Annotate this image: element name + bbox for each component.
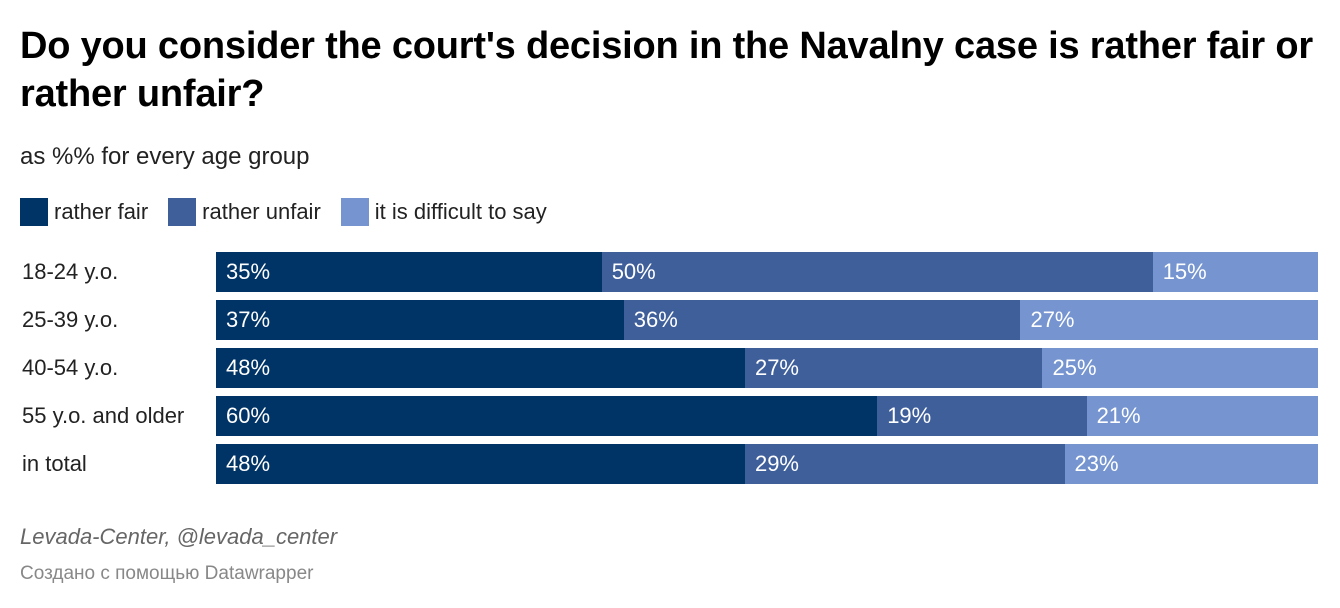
data-label: 37% [226,307,271,332]
data-label: 27% [1030,307,1075,332]
bar-track: 48% 27% 25% [216,348,1318,388]
legend-item-rather-unfair: rather unfair [168,198,321,226]
bar-segment-it-is-difficult-to-say: 27% [1020,300,1318,340]
datawrapper-credit[interactable]: Создано с помощью Datawrapper [20,563,314,584]
legend-item-rather-fair: rather fair [20,198,148,226]
data-label: 29% [754,451,799,476]
bar-track: 37% 36% 27% [216,300,1318,340]
category-label: in total [22,451,87,476]
bar-segment-rather-fair: 48% [216,348,745,388]
data-label: 25% [1052,355,1097,380]
data-label: 36% [633,307,678,332]
bar-segment-rather-fair: 48% [216,444,745,484]
bar-segment-rather-unfair: 19% [877,396,1087,436]
bar-row-55-y-o-and-older: 55 y.o. and older 60% 19% 21% [0,396,1340,436]
bar-row-18-24-y-o: 18-24 y.o. 35% 50% 15% [0,252,1340,292]
legend-swatch-it-is-difficult-to-say [340,198,369,226]
bar-track: 35% 50% 15% [216,252,1318,292]
legend-item-it-is-difficult-to-say: it is difficult to say [340,198,547,226]
bar-segment-rather-unfair: 50% [601,252,1153,292]
category-label: 25-39 y.o. [22,307,119,332]
data-label: 27% [754,355,799,380]
bar-segment-rather-unfair: 27% [744,348,1043,388]
data-label: 48% [226,451,271,476]
legend: rather fair rather unfair it is difficult … [20,197,567,227]
data-label: 60% [226,403,271,428]
data-label: 50% [611,259,656,284]
bar-track: 60% 19% 21% [216,396,1318,436]
bar-segment-it-is-difficult-to-say: 15% [1152,252,1318,292]
bar-segment-it-is-difficult-to-say: 23% [1064,444,1318,484]
legend-swatch-rather-unfair [168,198,197,226]
bar-row-in-total: in total 48% 29% 23% [0,444,1340,484]
source-note: Levada-Center, @levada_center [20,524,338,549]
category-label: 18-24 y.o. [22,259,119,284]
category-label: 55 y.o. and older [22,403,185,428]
legend-swatch-rather-fair [20,198,48,226]
chart-title: Do you consider the court's decision in … [20,25,1313,115]
data-label: 23% [1074,451,1119,476]
bar-segment-rather-fair: 37% [216,300,624,340]
legend-label-rather-fair: rather fair [54,199,149,224]
data-label: 15% [1162,259,1207,284]
bar-track: 48% 29% 23% [216,444,1318,484]
chart-subtitle: as %% for every age group [20,143,310,170]
bar-segment-rather-unfair: 36% [623,300,1021,340]
category-label: 40-54 y.o. [22,355,119,380]
bar-segment-it-is-difficult-to-say: 25% [1042,348,1318,388]
bar-row-25-39-y-o: 25-39 y.o. 37% 36% 27% [0,300,1340,340]
data-label: 35% [226,259,271,284]
data-label: 48% [226,355,271,380]
bar-segment-rather-fair: 35% [216,252,602,292]
data-label: 21% [1096,403,1141,428]
legend-label-rather-unfair: rather unfair [202,199,321,224]
bar-segment-rather-unfair: 29% [744,444,1065,484]
legend-label-it-is-difficult-to-say: it is difficult to say [374,199,547,224]
bar-segment-it-is-difficult-to-say: 21% [1086,396,1318,436]
bar-row-40-54-y-o: 40-54 y.o. 48% 27% 25% [0,348,1340,388]
data-label: 19% [887,403,932,428]
bar-segment-rather-fair: 60% [216,396,878,436]
